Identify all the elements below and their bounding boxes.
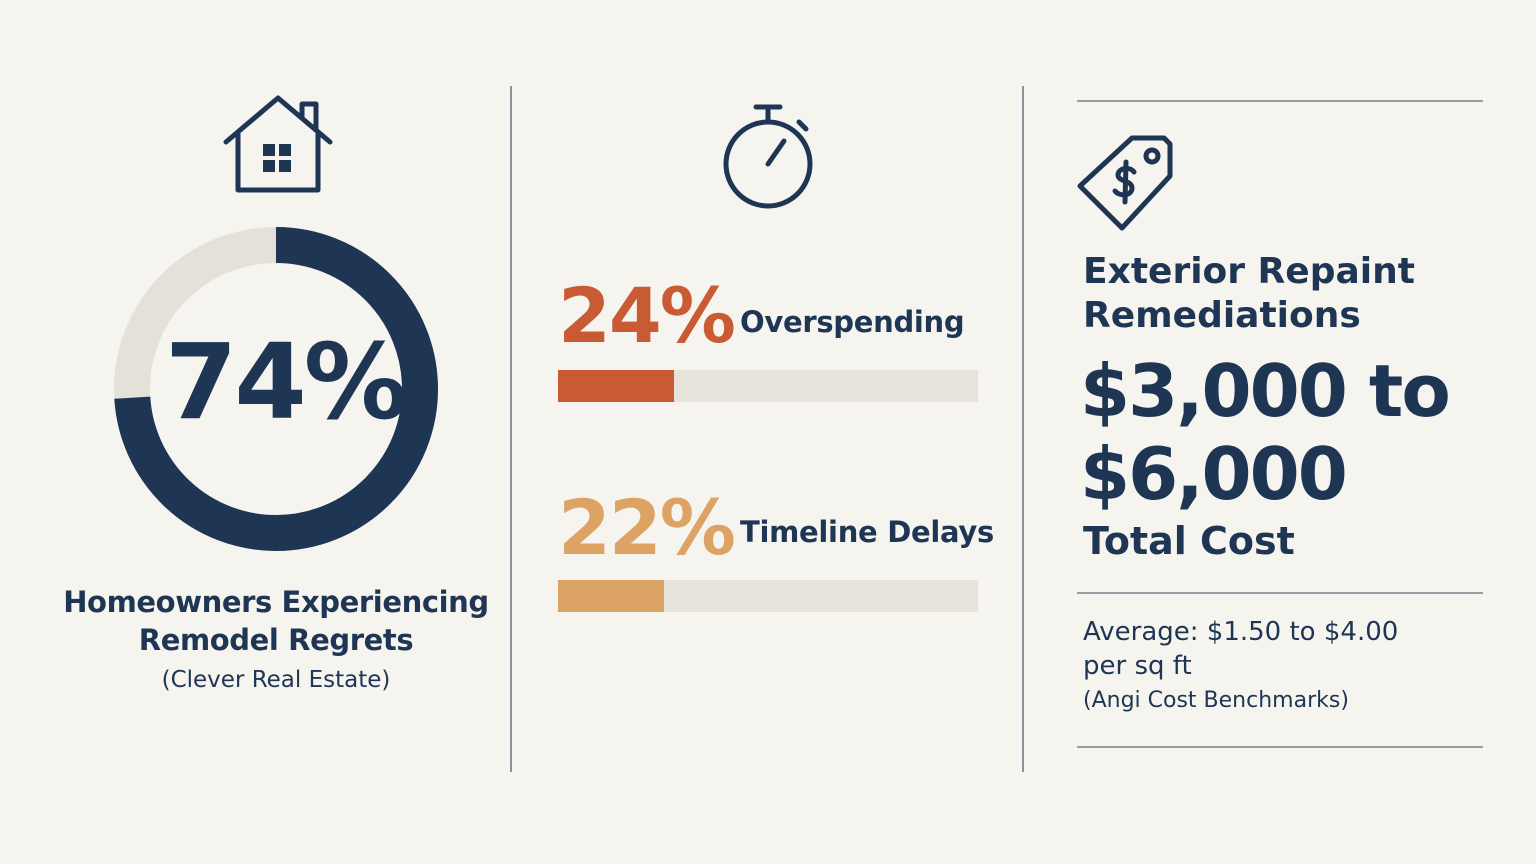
overspending-label: Overspending: [740, 305, 965, 339]
regret-label-line2: Remodel Regrets: [138, 623, 414, 657]
regret-donut-chart: [110, 220, 442, 558]
regret-source: (Clever Real Estate): [161, 667, 391, 693]
average-cost-line2: per sq ft: [1083, 650, 1192, 681]
regret-percentage: 74%: [165, 321, 408, 443]
total-cost-label: Total Cost: [1083, 519, 1295, 563]
cost-title-line2: Remediations: [1083, 294, 1361, 336]
cost-range-line1: $3,000 to: [1080, 349, 1451, 433]
cost-source: (Angi Cost Benchmarks): [1083, 688, 1349, 713]
cost-title-line1: Exterior Repaint: [1083, 251, 1415, 292]
cost-title: Exterior Repaint Remediations: [1083, 250, 1503, 338]
house-icon: [222, 94, 334, 194]
donut-value-arc: [114, 227, 438, 551]
price-tag-icon: [1070, 130, 1180, 240]
timeline-delays-bar-fill: [558, 580, 665, 612]
regret-label-line1: Homeowners Experiencing: [63, 585, 489, 619]
average-cost-line1: Average: $1.50 to $4.00: [1083, 617, 1399, 647]
overspending-percentage: 24%: [558, 271, 736, 360]
overspending-bar-fill: [558, 370, 674, 402]
column-divider-1: [510, 86, 512, 772]
cost-middle-rule: [1077, 592, 1483, 594]
timeline-delays-percentage: 22%: [558, 483, 736, 572]
stopwatch-icon: [718, 100, 818, 212]
cost-bottom-rule: [1077, 746, 1483, 748]
timeline-delays-bar: [558, 580, 978, 612]
average-cost: Average: $1.50 to $4.00 per sq ft: [1083, 616, 1483, 684]
cost-range: $3,000 to $6,000: [1080, 350, 1520, 516]
overspending-bar: [558, 370, 978, 402]
column-divider-2: [1022, 86, 1024, 772]
cost-range-line2: $6,000: [1080, 431, 1348, 516]
cost-top-rule: [1077, 100, 1483, 102]
timeline-delays-label: Timeline Delays: [740, 515, 994, 549]
